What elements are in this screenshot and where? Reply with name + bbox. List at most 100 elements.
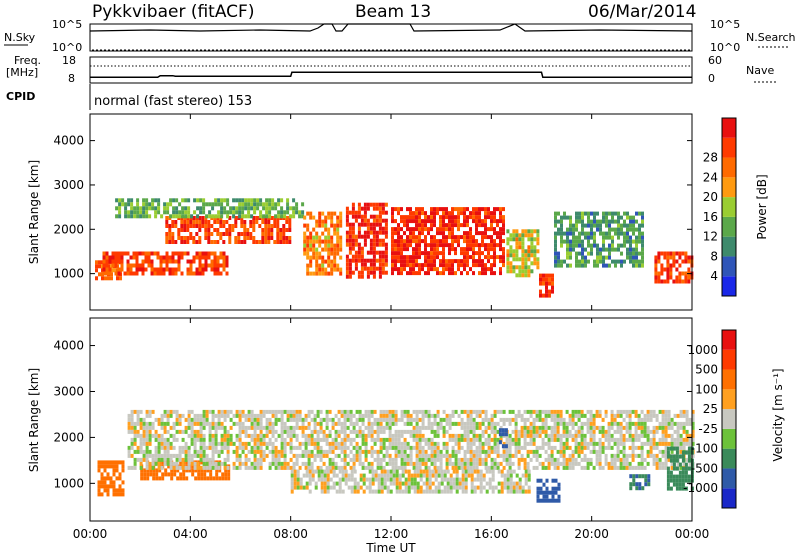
heatmap-cell: [691, 453, 695, 458]
heatmap-cell: [403, 231, 406, 236]
heatmap-cell: [327, 231, 331, 236]
heatmap-cell: [306, 235, 310, 240]
heatmap-cell: [357, 230, 361, 235]
heatmap-cell: [583, 457, 587, 462]
heatmap-cell: [105, 263, 109, 268]
heatmap-cell: [208, 429, 212, 434]
heatmap-cell: [622, 465, 626, 470]
heatmap-cell: [202, 445, 206, 450]
heatmap-cell: [193, 417, 197, 422]
heatmap-cell: [635, 211, 638, 216]
heatmap-cell: [679, 465, 683, 470]
heatmap-cell: [339, 271, 343, 276]
heatmap-cell: [270, 224, 274, 228]
heatmap-cell: [499, 215, 502, 220]
heatmap-cell: [139, 206, 143, 211]
heatmap-cell: [349, 417, 353, 422]
heatmap-cell: [643, 457, 647, 462]
heatmap-cell: [487, 247, 490, 252]
heatmap-cell: [629, 474, 633, 479]
heatmap-cell: [629, 219, 632, 224]
heatmap-cell: [349, 457, 353, 462]
heatmap-cell: [439, 453, 443, 458]
heatmap-cell: [476, 477, 480, 482]
heatmap-cell: [538, 433, 542, 438]
heatmap-cell: [430, 421, 434, 426]
heatmap-cell: [463, 207, 466, 212]
velocity-heatmap: [97, 409, 695, 503]
heatmap-cell: [169, 214, 173, 219]
heatmap-cell: [274, 437, 278, 442]
heatmap-cell: [323, 489, 327, 494]
heatmap-cell: [493, 461, 497, 466]
heatmap-cell: [634, 453, 638, 458]
heatmap-cell: [616, 449, 620, 454]
heatmap-cell: [184, 206, 188, 211]
heatmap-cell: [376, 457, 380, 462]
heatmap-cell: [331, 465, 335, 470]
heatmap-cell: [252, 240, 256, 244]
heatmap-cell: [175, 409, 179, 414]
heatmap-cell: [409, 449, 413, 454]
heatmap-cell: [319, 453, 323, 458]
heatmap-cell: [571, 421, 575, 426]
heatmap-cell: [306, 223, 310, 228]
heatmap-cell: [168, 236, 172, 240]
heatmap-cell: [270, 236, 274, 240]
heatmap-cell: [484, 267, 487, 272]
heatmap-cell: [280, 417, 284, 422]
heatmap-cell: [295, 445, 299, 450]
heatmap-cell: [688, 417, 692, 422]
heatmap-cell: [358, 457, 362, 462]
heatmap-cell: [376, 425, 380, 430]
heatmap-cell: [685, 417, 689, 422]
heatmap-cell: [286, 461, 290, 466]
heatmap-cell: [372, 242, 376, 247]
heatmap-cell: [610, 409, 614, 414]
heatmap-cell: [220, 413, 224, 418]
heatmap-cell: [163, 453, 167, 458]
heatmap-cell: [634, 433, 638, 438]
heatmap-cell: [202, 461, 206, 466]
heatmap-cell: [611, 243, 614, 248]
heatmap-cell: [595, 449, 599, 454]
heatmap-cell: [613, 413, 617, 418]
heatmap-cell: [202, 437, 206, 442]
heatmap-cell: [341, 477, 345, 482]
heatmap-cell: [196, 417, 200, 422]
heatmap-cell: [381, 266, 385, 271]
heatmap-cell: [268, 202, 272, 207]
heatmap-cell: [171, 267, 175, 272]
heatmap-cell: [530, 229, 534, 234]
heatmap-cell: [536, 249, 540, 254]
power-heatmap: [95, 198, 694, 298]
heatmap-cell: [394, 465, 398, 470]
heatmap-cell: [199, 429, 203, 434]
heatmap-cell: [313, 437, 317, 442]
heatmap-cell: [602, 211, 605, 216]
heatmap-cell: [475, 413, 479, 418]
heatmap-cell: [160, 441, 164, 446]
heatmap-cell: [412, 211, 415, 216]
heatmap-cell: [112, 492, 116, 497]
heatmap-cell: [460, 259, 463, 264]
heatmap-cell: [375, 214, 379, 219]
heatmap-cell: [530, 245, 534, 250]
heatmap-cell: [147, 255, 151, 260]
heatmap-cell: [631, 453, 635, 458]
heatmap-cell: [440, 489, 444, 494]
heatmap-cell: [542, 281, 545, 286]
heatmap-cell: [126, 263, 130, 268]
heatmap-cell: [168, 232, 172, 236]
heatmap-cell: [592, 449, 596, 454]
heatmap-cell: [629, 215, 632, 220]
heatmap-cell: [626, 251, 629, 256]
heatmap-cell: [351, 230, 355, 235]
heatmap-cell: [106, 460, 110, 465]
heatmap-cell: [439, 457, 443, 462]
heatmap-cell: [464, 473, 468, 478]
heatmap-cell: [391, 409, 395, 414]
colorbar-swatch: [722, 177, 736, 198]
heatmap-cell: [672, 259, 676, 264]
heatmap-cell: [532, 449, 536, 454]
